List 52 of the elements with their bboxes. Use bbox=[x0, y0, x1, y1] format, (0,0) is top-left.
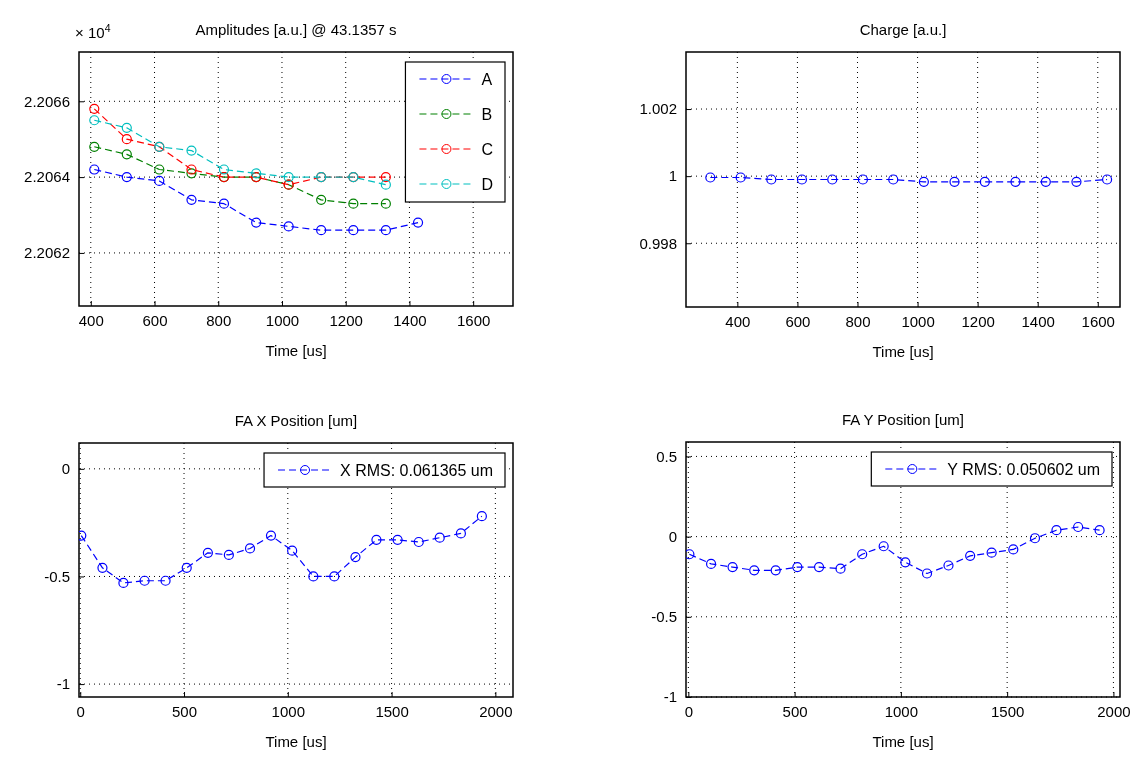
x-tick-label: 400 bbox=[78, 311, 104, 329]
x-tick-label: 1200 bbox=[329, 311, 363, 329]
x-tick-label: 1500 bbox=[990, 702, 1025, 720]
y-tick-label: 0 bbox=[61, 460, 70, 478]
y-tick-label: 0 bbox=[668, 527, 677, 545]
x-tick-label: 1000 bbox=[884, 702, 919, 720]
legend-label: C bbox=[481, 141, 493, 158]
chart-title: Charge [a.u.] bbox=[859, 21, 947, 38]
legend-label: A bbox=[481, 71, 493, 88]
x-axis-title: Time [us] bbox=[265, 342, 327, 359]
y-tick-label: -0.5 bbox=[651, 608, 677, 626]
x-tick-label: 800 bbox=[845, 312, 871, 330]
legend-label: Y RMS: 0.050602 um bbox=[947, 461, 1100, 478]
x-tick-label: 1600 bbox=[1081, 312, 1115, 330]
x-axis-title: Time [us] bbox=[872, 733, 934, 750]
y-tick-label: 0.998 bbox=[639, 234, 677, 252]
x-tick-label: 600 bbox=[142, 311, 168, 329]
legend-label: B bbox=[481, 106, 493, 123]
x-tick-label: 600 bbox=[785, 312, 811, 330]
y-tick-label: -1 bbox=[56, 675, 70, 693]
y-tick-label: 1.002 bbox=[639, 100, 677, 118]
x-tick-label: 2000 bbox=[1097, 702, 1131, 720]
y-tick-label: -0.5 bbox=[44, 567, 70, 585]
x-tick-label: 1400 bbox=[1021, 312, 1055, 330]
x-tick-label: 2000 bbox=[479, 702, 513, 720]
x-tick-label: 1000 bbox=[901, 312, 935, 330]
legend-label: D bbox=[481, 176, 493, 193]
x-axis-title: Time [us] bbox=[265, 733, 327, 750]
x-tick-label: 1000 bbox=[271, 702, 305, 720]
y-tick-label: 1 bbox=[668, 167, 677, 185]
x-tick-label: 1000 bbox=[265, 311, 300, 329]
x-tick-label: 500 bbox=[172, 702, 198, 720]
y-tick-label: 2.2066 bbox=[24, 92, 70, 110]
x-tick-label: 0 bbox=[76, 702, 85, 720]
x-tick-label: 500 bbox=[782, 702, 808, 720]
legend-label: X RMS: 0.061365 um bbox=[340, 462, 493, 479]
x-tick-label: 0 bbox=[684, 702, 694, 720]
x-tick-label: 800 bbox=[206, 311, 232, 329]
x-tick-label: 1400 bbox=[393, 311, 427, 329]
y-tick-label: -1 bbox=[663, 688, 677, 706]
x-tick-label: 1600 bbox=[456, 311, 491, 329]
text: × 10$^{4}$ bbox=[75, 22, 111, 41]
y-tick-label: 2.2064 bbox=[24, 168, 70, 186]
y-tick-label: 2.2062 bbox=[24, 244, 70, 262]
chart-title: FA X Position [um] bbox=[234, 412, 358, 429]
x-tick-label: 400 bbox=[725, 312, 751, 330]
chart-title: FA Y Position [um] bbox=[841, 411, 965, 428]
chart-title: Amplitudes [a.u.] @ 43.1357 s bbox=[195, 21, 397, 38]
x-axis-title: Time [us] bbox=[872, 343, 934, 360]
y-tick-label: 0.5 bbox=[656, 447, 677, 465]
x-tick-label: 1500 bbox=[375, 702, 409, 720]
x-tick-label: 1200 bbox=[961, 312, 995, 330]
